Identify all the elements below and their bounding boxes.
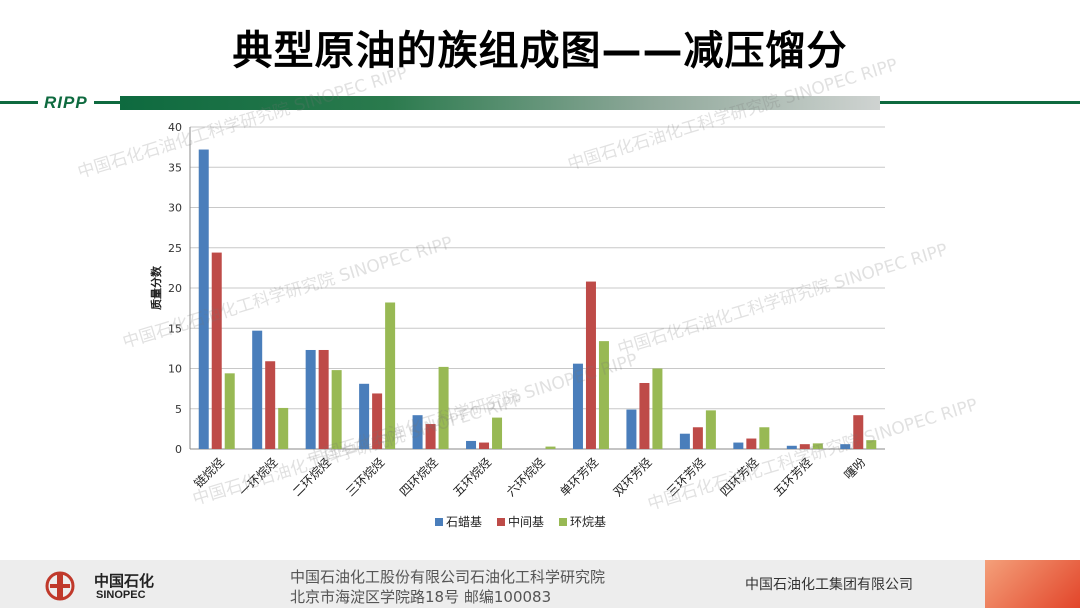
bar (733, 442, 744, 449)
bar (372, 393, 383, 449)
y-tick-label: 35 (168, 161, 182, 174)
bar-chart: 0510152025303540质量分数链烷烃 一环烷烃 二环烷烃 三环烷烃 四环烷烃五… (149, 121, 885, 529)
bar (840, 444, 851, 449)
bar (492, 417, 503, 449)
bar (786, 445, 797, 449)
bar (305, 349, 316, 449)
bar (331, 370, 342, 449)
bar (799, 444, 810, 449)
bar (545, 446, 556, 449)
bar (438, 366, 449, 449)
footer-address-line: 北京市海淀区学院路18号 邮编100083 (290, 588, 552, 606)
bar (224, 373, 235, 449)
bar (853, 415, 864, 449)
bar (479, 442, 490, 449)
bar (385, 302, 396, 449)
y-tick-label: 30 (168, 202, 182, 215)
x-tick-label: 单环芳烃 (557, 455, 601, 499)
legend-swatch (497, 518, 505, 526)
y-tick-label: 0 (175, 443, 182, 456)
bar (252, 330, 263, 449)
bar (278, 407, 289, 449)
bar (211, 252, 222, 449)
y-axis-title: 质量分数 (149, 265, 163, 310)
bar (425, 424, 436, 449)
y-tick-label: 20 (168, 282, 182, 295)
x-tick-label: 三环烷烃 (343, 455, 387, 499)
page-title: 典型原油的族组成图——减压馏分 (232, 28, 848, 74)
logo-english-name: SINOPEC (96, 589, 146, 601)
bar (639, 382, 650, 449)
x-tick-label: 五环烷烃 (450, 455, 494, 499)
x-tick-label: 四环芳烃 (718, 455, 762, 499)
bar (318, 349, 329, 449)
bar (679, 433, 690, 449)
legend-label: 环烷基 (570, 515, 606, 529)
y-tick-label: 15 (168, 322, 182, 335)
x-tick-label: 五环芳烃 (771, 455, 815, 499)
bar (572, 363, 583, 449)
bar (265, 361, 276, 449)
ripp-brand-tag: RIPP (38, 93, 94, 113)
y-tick-label: 40 (168, 121, 182, 134)
bar (746, 438, 757, 449)
bar (652, 368, 663, 449)
legend-swatch (435, 518, 443, 526)
footer-bar: 中国石化 SINOPEC 中国石油化工股份有限公司石油化工科学研究院 北京市海淀… (0, 560, 1080, 608)
y-tick-label: 25 (168, 242, 182, 255)
x-tick-label: 四环烷烃 (397, 455, 441, 499)
legend-label: 中间基 (508, 514, 544, 529)
x-tick-label: 三环芳烃 (664, 455, 708, 499)
bar (412, 415, 423, 449)
x-tick-label: 噻吩 (841, 455, 869, 483)
bar (759, 427, 770, 449)
footer-company-line: 中国石油化工股份有限公司石油化工科学研究院 (290, 568, 606, 586)
bar (466, 440, 477, 449)
legend-label: 石蜡基 (446, 515, 482, 529)
footer-accent-block (985, 560, 1080, 608)
bar (705, 410, 716, 449)
bar (598, 341, 609, 449)
bar (812, 443, 823, 449)
bar (359, 383, 370, 449)
logo-chinese-name: 中国石化 (94, 572, 155, 590)
bar (585, 281, 596, 449)
bar (692, 427, 703, 449)
sinopec-logo-icon (45, 571, 75, 601)
bar (866, 440, 877, 449)
x-tick-label: 双环芳烃 (611, 455, 655, 499)
x-tick-label: 链烷烃 (191, 455, 227, 491)
legend-swatch (559, 518, 567, 526)
x-tick-label: 二环烷烃 (290, 455, 334, 499)
x-tick-label: 六环烷烃 (504, 455, 548, 499)
x-tick-label: 一环烷烃 (236, 455, 280, 499)
y-tick-label: 5 (175, 403, 182, 416)
bar (626, 409, 637, 449)
bar (198, 149, 209, 450)
y-tick-label: 10 (168, 363, 182, 376)
footer-group-name: 中国石油化工集团有限公司 (745, 577, 913, 593)
